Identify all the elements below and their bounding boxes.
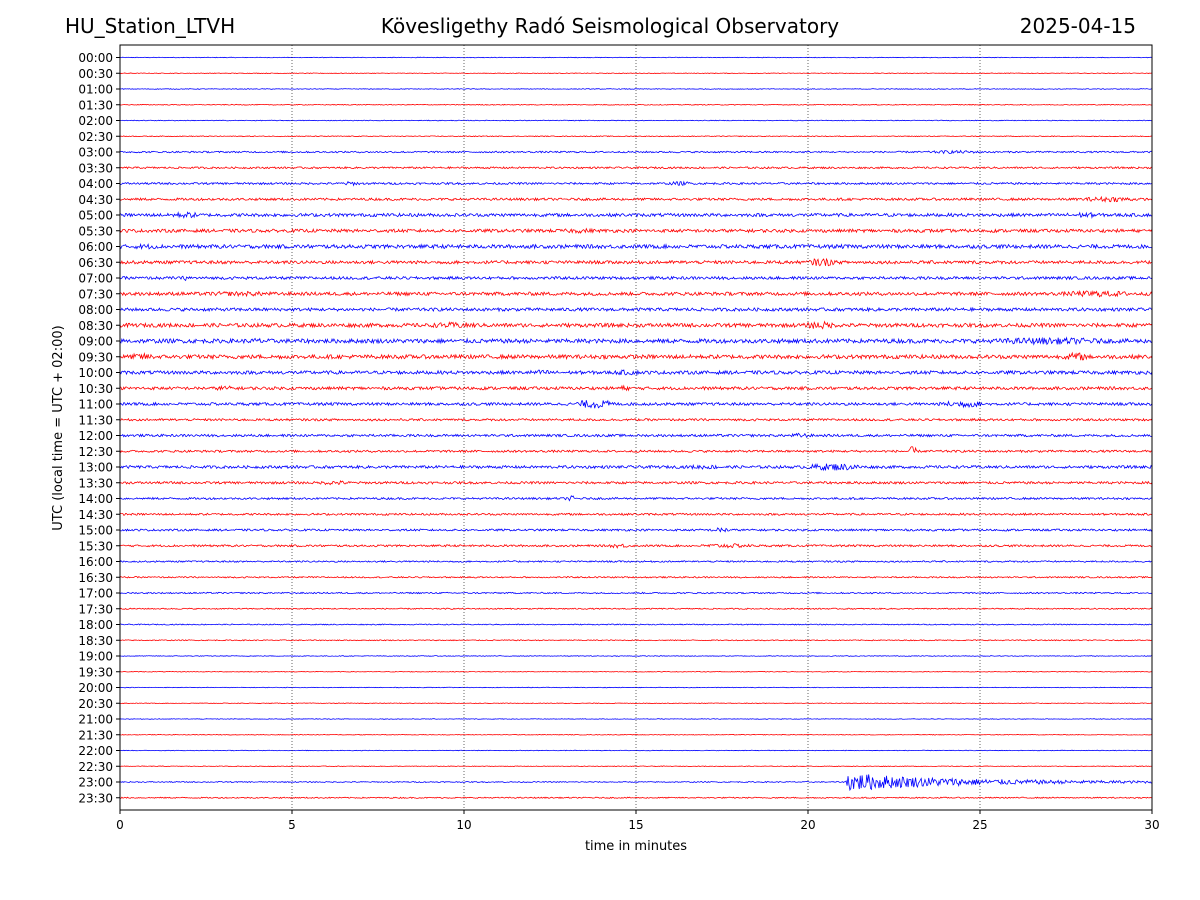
trace-1530 [119,543,1153,549]
y-tick-label: 11:30 [78,413,113,427]
y-tick-label: 02:30 [78,130,113,144]
x-tick-label: 5 [288,818,296,832]
y-tick-label: 01:30 [78,98,113,112]
trace-1700 [119,591,1153,595]
y-tick-label: 18:30 [78,634,113,648]
y-tick-label: 16:30 [78,571,113,585]
grid-group [291,45,981,810]
y-tick-label: 05:30 [78,224,113,238]
y-tick-label: 20:30 [78,697,113,711]
y-tick-label: 02:00 [78,114,113,128]
trace-2300 [119,774,1153,792]
y-tick-label: 15:30 [78,539,113,553]
trace-0230 [119,135,1153,138]
y-tick-label: 01:00 [78,83,113,97]
trace-0530 [119,227,1153,234]
y-tick-label: 22:30 [78,760,113,774]
y-tick-label: 14:00 [78,492,113,506]
trace-1300 [119,463,1153,472]
y-tick-label: 13:00 [78,461,113,475]
y-tick-label: 10:30 [78,382,113,396]
y-tick-label: 05:00 [78,209,113,223]
trace-0130 [119,103,1153,106]
y-tick-label: 23:00 [78,776,113,790]
trace-0930 [119,351,1153,361]
trace-1030 [119,384,1153,392]
y-tick-label: 17:00 [78,587,113,601]
y-tick-label: 22:00 [78,744,113,758]
y-tick-label: 09:30 [78,350,113,364]
trace-0100 [119,88,1152,90]
y-tick-label: 04:00 [78,177,113,191]
trace-1130 [119,417,1153,422]
y-tick-label: 03:30 [78,161,113,175]
y-tick-label: 20:00 [78,681,113,695]
y-tick-label: 00:30 [78,67,113,81]
y-tick-label: 09:00 [78,335,113,349]
trace-2130 [119,734,1153,736]
trace-0730 [119,289,1153,298]
y-tick-label: 17:30 [78,602,113,616]
y-tick-label: 14:30 [78,508,113,522]
trace-2100 [119,718,1153,720]
trace-0300 [119,149,1153,155]
trace-2330 [119,796,1153,799]
trace-1100 [119,399,1153,409]
y-tick-label: 13:30 [78,476,113,490]
x-tick-label: 10 [456,818,471,832]
y-tick-label: 08:00 [78,303,113,317]
y-axis-label: UTC (local time = UTC + 02:00) [51,325,66,530]
y-tick-label: 03:00 [78,146,113,160]
station-title: HU_Station_LTVH [65,14,236,38]
y-tick-label: 06:00 [78,240,113,254]
y-tick-label: 21:30 [78,728,113,742]
y-tick-label: 18:00 [78,618,113,632]
y-tick-label: 00:00 [78,51,113,65]
trace-1830 [119,639,1153,642]
trace-0500 [119,211,1153,219]
y-tick-label: 11:00 [78,398,113,412]
x-tick-label: 15 [628,818,643,832]
y-tick-label: 12:30 [78,445,113,459]
x-tick-label: 20 [800,818,815,832]
x-tick-group: 0 5 10 15 20 25 30 [116,810,1160,832]
y-tick-label: 04:30 [78,193,113,207]
y-tick-label: 12:00 [78,429,113,443]
trace-2030 [119,702,1153,704]
y-tick-label: 10:00 [78,366,113,380]
y-tick-label: 19:00 [78,650,113,664]
date-title: 2025-04-15 [1019,14,1136,38]
trace-0900 [119,336,1153,346]
x-tick-label: 25 [972,818,987,832]
y-tick-label: 23:30 [78,791,113,805]
y-tick-label: 15:00 [78,524,113,538]
x-axis-label: time in minutes [585,839,687,854]
y-tick-label: 21:00 [78,713,113,727]
trace-0030 [119,72,1153,75]
y-tick-label: 07:00 [78,272,113,286]
y-tick-label: 06:30 [78,256,113,270]
y-tick-label: 07:30 [78,287,113,301]
y-tick-label: 08:30 [78,319,113,333]
trace-1330 [119,480,1153,486]
observatory-title: Kövesligethy Radó Seismological Observat… [380,14,840,38]
x-tick-label: 0 [116,818,124,832]
trace-1930 [119,670,1153,673]
trace-2230 [120,765,1153,768]
trace-0600 [119,242,1153,251]
x-tick-label: 30 [1144,818,1159,832]
y-tick-label: 19:30 [78,665,113,679]
y-tick-label: 16:00 [78,555,113,569]
trace-1900 [119,655,1153,657]
